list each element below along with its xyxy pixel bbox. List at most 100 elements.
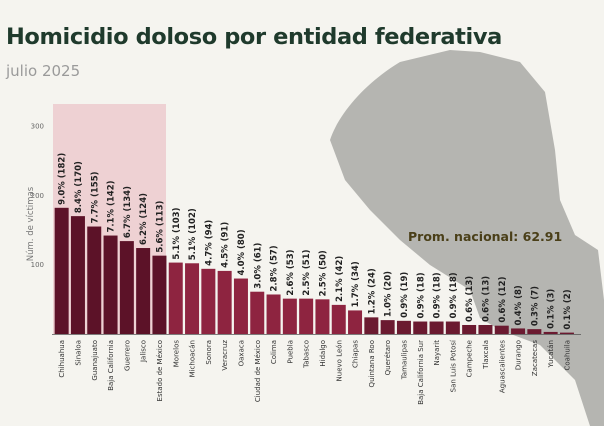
bar-4 <box>119 241 134 334</box>
category-label: Durango <box>515 340 523 370</box>
category-label: Tabasco <box>303 340 311 369</box>
bar-23 <box>429 321 444 334</box>
bar-value-label: 0.6% (13) <box>465 276 475 322</box>
bar-21 <box>396 320 411 334</box>
bar-value-label: 0.9% (18) <box>433 272 443 318</box>
bar-31 <box>559 332 574 334</box>
bar-value-label: 6.2% (124) <box>139 193 149 245</box>
bar-value-label: 0.6% (13) <box>481 276 491 322</box>
bar-22 <box>413 321 428 334</box>
bar-value-label: 2.6% (53) <box>286 249 296 295</box>
category-label: Querétaro <box>384 340 392 375</box>
category-label: Tlaxcala <box>482 340 490 370</box>
y-tick-label: 200 <box>31 192 44 200</box>
category-label: Quintana Roo <box>368 340 376 387</box>
bar-value-label: 1.2% (24) <box>367 268 377 314</box>
bar-28 <box>511 328 526 334</box>
bar-value-label: 6.7% (134) <box>123 186 133 238</box>
bar-value-label: 0.9% (18) <box>449 272 459 318</box>
bar-8 <box>185 263 200 334</box>
category-label: Veracruz <box>221 340 229 371</box>
chart-title: Homicidio doloso por entidad federativa <box>6 24 502 50</box>
bar-value-label: 3.0% (61) <box>253 242 263 288</box>
bar-15 <box>299 298 314 334</box>
bar-value-label: 0.4% (8) <box>514 285 524 325</box>
bar-value-label: 1.0% (20) <box>384 271 394 317</box>
bar-27 <box>494 325 509 334</box>
category-label: Puebla <box>286 340 294 364</box>
category-label: Coahuila <box>563 340 571 371</box>
bar-9 <box>201 268 216 334</box>
y-tick-label: 300 <box>31 123 44 131</box>
bar-16 <box>315 299 330 334</box>
bar-12 <box>250 291 265 334</box>
category-label: Campeche <box>466 340 474 377</box>
bar-value-label: 2.5% (51) <box>302 249 312 295</box>
category-label: Chihuahua <box>58 340 66 378</box>
category-label: Estado de México <box>156 340 164 401</box>
bar-value-label: 2.8% (57) <box>270 245 280 291</box>
category-label: Zacatecas <box>531 340 539 376</box>
category-label: Sinaloa <box>74 340 82 366</box>
bar-value-label: 9.0% (182) <box>58 153 68 205</box>
bar-value-label: 1.7% (34) <box>351 261 361 307</box>
bar-11 <box>233 278 248 334</box>
bar-value-label: 5.6% (113) <box>155 200 165 252</box>
bar-7 <box>168 262 183 334</box>
category-label: Michoacán <box>189 340 197 377</box>
bar-17 <box>331 304 346 334</box>
category-label: Tamaulipas <box>400 340 408 381</box>
bar-1 <box>70 216 85 334</box>
bar-value-label: 0.1% (2) <box>563 289 573 329</box>
category-label: Chiapas <box>352 340 360 368</box>
bar-value-label: 4.7% (94) <box>204 220 214 266</box>
average-label: Prom. nacional: 62.91 <box>408 229 562 244</box>
bar-18 <box>348 310 363 334</box>
bar-19 <box>364 317 379 334</box>
bar-value-label: 2.5% (50) <box>318 250 328 296</box>
bar-value-label: 0.9% (19) <box>400 272 410 318</box>
category-label: Sonora <box>205 340 213 365</box>
bar-0 <box>54 207 69 334</box>
category-label: Baja California Sur <box>417 340 425 405</box>
category-label: Jalisco <box>140 340 148 363</box>
chart-subtitle: julio 2025 <box>6 62 81 80</box>
bar-14 <box>282 298 297 334</box>
bar-value-label: 4.5% (91) <box>221 222 231 268</box>
bar-value-label: 0.9% (18) <box>416 272 426 318</box>
bar-value-label: 0.1% (3) <box>547 289 557 329</box>
bar-value-label: 5.1% (103) <box>172 207 182 259</box>
category-label: Colima <box>270 340 278 364</box>
category-label: San Luis Potosí <box>449 339 457 392</box>
bar-10 <box>217 270 232 334</box>
category-label: Nuevo León <box>335 340 343 381</box>
bar-24 <box>445 321 460 334</box>
bar-2 <box>87 226 102 334</box>
bar-25 <box>462 324 477 334</box>
bar-value-label: 4.0% (80) <box>237 229 247 275</box>
bar-30 <box>543 331 558 334</box>
bar-13 <box>266 294 281 334</box>
bar-value-label: 7.7% (155) <box>90 171 100 223</box>
category-label: Guerrero <box>123 340 131 371</box>
bar-value-label: 8.4% (170) <box>74 161 84 213</box>
category-label: Nayarit <box>433 340 441 366</box>
category-label: Yucatán <box>547 340 555 369</box>
bar-6 <box>152 255 167 334</box>
bar-29 <box>527 329 542 334</box>
category-label: Oaxaca <box>237 340 245 366</box>
bar-26 <box>478 324 493 334</box>
bar-value-label: 5.1% (102) <box>188 208 198 260</box>
bar-20 <box>380 320 395 334</box>
category-label: Morelos <box>172 340 180 368</box>
category-label: Aguascalientes <box>498 340 506 393</box>
y-tick-label: 100 <box>31 261 44 269</box>
bar-value-label: 7.1% (142) <box>107 180 117 232</box>
bar-3 <box>103 235 118 334</box>
bar-value-label: 0.6% (12) <box>498 276 508 322</box>
bar-5 <box>136 248 151 334</box>
category-label: Hidalgo <box>319 340 327 367</box>
y-axis-label: Núm. de víctimas <box>26 186 36 261</box>
category-label: Baja California <box>107 340 115 391</box>
